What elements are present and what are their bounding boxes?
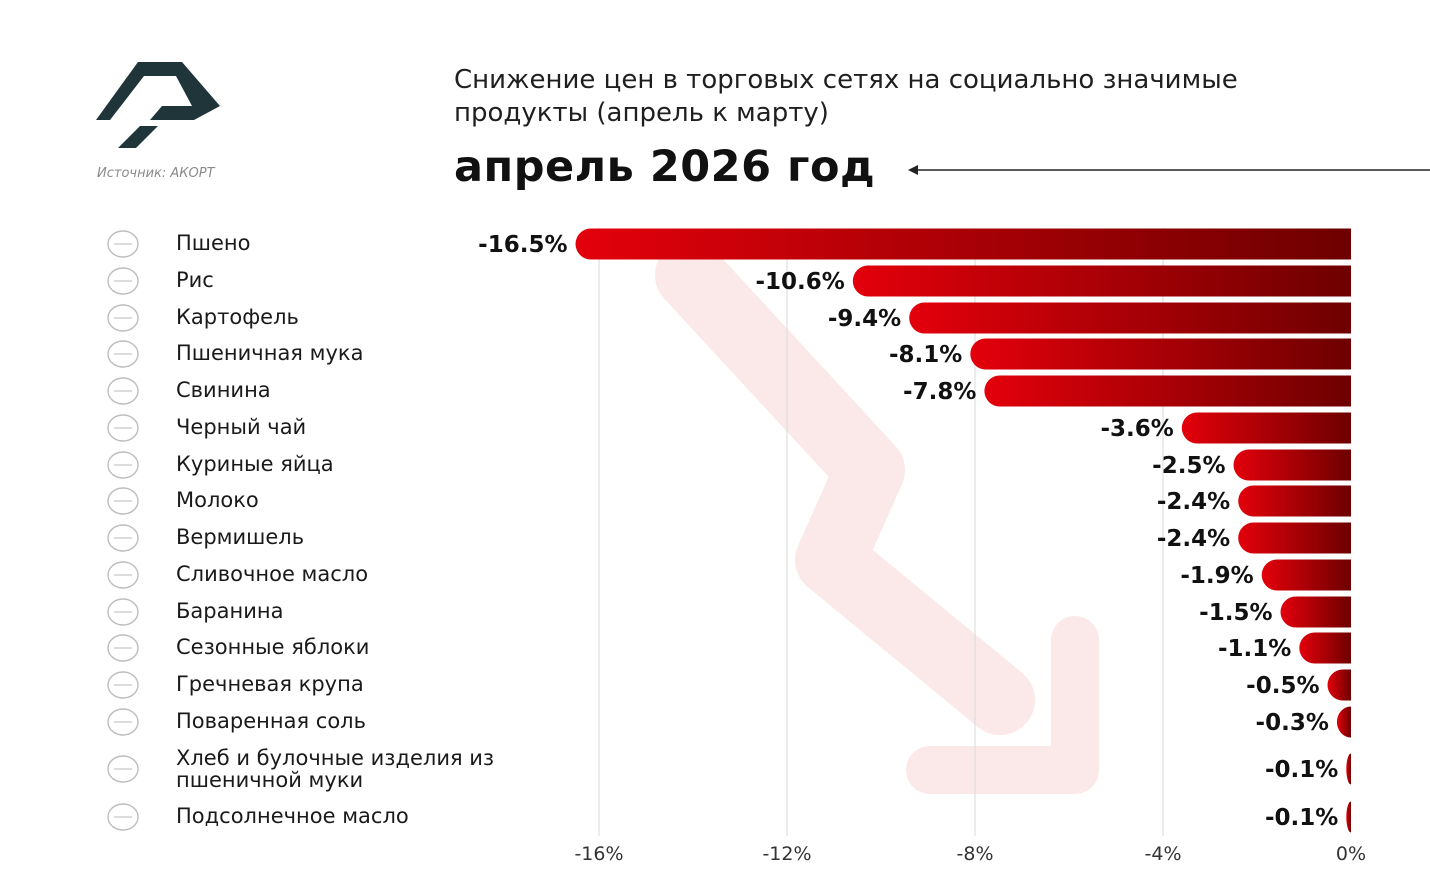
category-label: Подсолнечное масло xyxy=(176,804,409,828)
data-label: -9.4% xyxy=(828,306,901,332)
category-label: Рис xyxy=(176,268,214,292)
bread-icon xyxy=(107,755,139,783)
bar xyxy=(1233,449,1351,481)
category-label: Гречневая крупа xyxy=(176,672,364,696)
bar xyxy=(1261,559,1351,591)
category-label: Сезонные яблоки xyxy=(176,635,370,659)
data-label: -0.3% xyxy=(1256,710,1329,736)
category-label: Пшено xyxy=(176,231,251,255)
data-label: -0.5% xyxy=(1246,673,1319,699)
data-label: -2.5% xyxy=(1152,453,1225,479)
category-label: Баранина xyxy=(176,599,284,623)
x-tick-label: 0% xyxy=(1336,843,1366,865)
data-label: -16.5% xyxy=(478,232,567,258)
eggs-icon xyxy=(107,451,139,479)
data-label: -2.4% xyxy=(1157,489,1230,515)
category-label: Вермишель xyxy=(176,525,305,549)
category-label: Поваренная соль xyxy=(176,709,366,733)
chart-subtitle: апрель 2026 год xyxy=(454,142,876,192)
source-label: Источник: АКОРТ xyxy=(97,166,215,181)
x-tick-label: -12% xyxy=(762,843,811,865)
flour-bag-icon xyxy=(107,340,139,368)
bar xyxy=(1346,753,1351,785)
data-label: -1.1% xyxy=(1218,636,1291,662)
akort-logo xyxy=(96,62,220,148)
category-label: Сливочное масло xyxy=(176,562,369,586)
bar xyxy=(1327,669,1351,701)
bar xyxy=(1346,801,1351,833)
salt-shaker-icon xyxy=(107,708,139,736)
butter-icon xyxy=(107,561,139,589)
data-label: -0.1% xyxy=(1265,805,1338,831)
data-label: -0.1% xyxy=(1265,757,1338,783)
data-label: -1.9% xyxy=(1180,563,1253,589)
bar xyxy=(852,265,1351,297)
category-label: Молоко xyxy=(176,488,259,512)
tea-cup-icon xyxy=(107,414,139,442)
buckwheat-icon xyxy=(107,671,139,699)
bar xyxy=(1238,522,1351,554)
category-label: Пшеничная мука xyxy=(176,341,364,365)
bar xyxy=(909,302,1351,334)
pointer-arrow xyxy=(908,165,1430,175)
wheat-icon xyxy=(107,230,139,258)
apple-icon xyxy=(107,634,139,662)
bar xyxy=(984,375,1351,407)
data-label: -1.5% xyxy=(1199,600,1272,626)
data-label: -2.4% xyxy=(1157,526,1230,552)
bar xyxy=(575,228,1351,260)
bar xyxy=(1336,706,1351,738)
category-label: Черный чай xyxy=(176,415,307,439)
category-label: Свинина xyxy=(176,378,271,402)
data-label: -3.6% xyxy=(1100,416,1173,442)
data-label: -7.8% xyxy=(903,379,976,405)
chart-title: Снижение цен в торговых сетях на социаль… xyxy=(454,65,1238,128)
category-label: Хлеб и булочные изделия из пшеничной мук… xyxy=(176,746,495,792)
bar xyxy=(970,338,1351,370)
data-label: -8.1% xyxy=(889,342,962,368)
noodles-icon xyxy=(107,524,139,552)
potato-icon xyxy=(107,304,139,332)
meat-icon xyxy=(107,377,139,405)
oil-bottle-icon xyxy=(107,803,139,831)
bar xyxy=(1238,485,1351,517)
category-label: Картофель xyxy=(176,305,299,329)
bar xyxy=(1299,632,1351,664)
data-label: -10.6% xyxy=(755,269,844,295)
sheep-icon xyxy=(107,598,139,626)
milk-bottle-icon xyxy=(107,487,139,515)
category-label: Куриные яйца xyxy=(176,452,334,476)
x-tick-label: -8% xyxy=(957,843,994,865)
rice-bowl-icon xyxy=(107,267,139,295)
bar xyxy=(1181,412,1351,444)
x-tick-label: -16% xyxy=(574,843,623,865)
bar xyxy=(1280,596,1351,628)
down-arrow-watermark xyxy=(655,240,1099,794)
x-tick-label: -4% xyxy=(1145,843,1182,865)
